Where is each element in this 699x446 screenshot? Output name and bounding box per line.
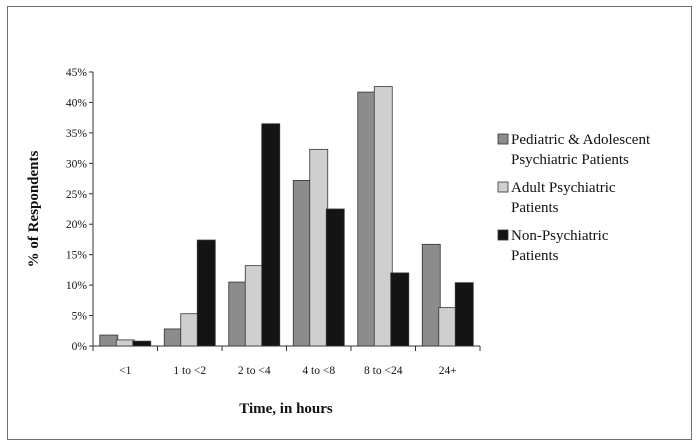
plot-bars — [99, 86, 474, 347]
chart-frame — [7, 6, 692, 440]
bar — [325, 208, 345, 347]
bar — [196, 239, 216, 347]
y-tick-label: 25% — [66, 189, 88, 201]
legend-swatch — [497, 133, 509, 145]
legend-swatch — [497, 229, 509, 241]
bar — [438, 307, 458, 347]
y-tick-label: 5% — [72, 311, 88, 323]
y-tick-label: 35% — [66, 128, 88, 140]
legend-label: Pediatric & Adolescent — [511, 132, 651, 148]
x-tick-label: 2 to <4 — [238, 365, 271, 377]
y-tick-label: 40% — [66, 97, 88, 109]
bar — [244, 265, 264, 347]
bar — [309, 148, 329, 347]
x-tick-label: 24+ — [439, 365, 457, 377]
bar — [99, 334, 119, 347]
x-tick-label: 4 to <8 — [302, 365, 335, 377]
bar — [373, 86, 393, 347]
legend-label: Patients — [511, 248, 559, 264]
plot-axes — [89, 71, 481, 351]
bar — [390, 272, 410, 347]
x-tick-label: <1 — [119, 365, 131, 377]
x-tick-label: 8 to <24 — [364, 365, 403, 377]
y-tick-label: 30% — [66, 158, 88, 170]
x-tick-label: 1 to <2 — [173, 365, 206, 377]
tick-labels: 0% 5% 10% 15% 20% 25% 30% 35% 40% 45% <1 1 to <2 2 t… — [66, 67, 457, 377]
x-axis-title: Time, in hours — [239, 401, 333, 417]
bar — [261, 123, 281, 347]
bar — [115, 339, 135, 347]
legend: Pediatric & Adolescent Psychiatric Patien… — [497, 132, 651, 264]
bar — [228, 281, 248, 347]
y-tick-label: 10% — [66, 280, 88, 292]
y-tick-label: 45% — [66, 67, 88, 79]
bar — [163, 328, 183, 347]
legend-label: Psychiatric Patients — [511, 152, 629, 168]
legend-swatch — [497, 181, 509, 193]
bar — [132, 340, 152, 347]
legend-label: Non-Psychiatric — [511, 228, 609, 244]
bar — [357, 91, 377, 347]
bar — [292, 179, 312, 347]
legend-label: Patients — [511, 200, 559, 216]
legend-label: Adult Psychiatric — [511, 180, 616, 196]
y-tick-label: 20% — [66, 219, 88, 231]
bar — [421, 243, 441, 347]
bar — [454, 282, 474, 347]
y-tick-label: 15% — [66, 250, 88, 262]
bar — [180, 313, 200, 347]
y-tick-label: 0% — [72, 341, 88, 353]
y-axis-title: % of Respondents — [26, 150, 42, 267]
